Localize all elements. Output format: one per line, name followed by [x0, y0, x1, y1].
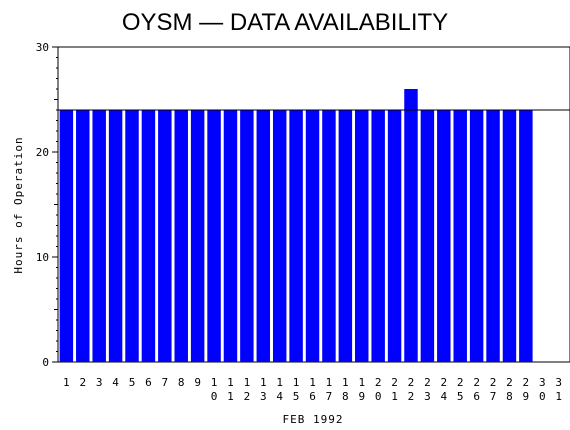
bar-29 [519, 110, 533, 362]
bar-23 [420, 110, 435, 362]
bar-9 [190, 110, 205, 362]
y-axis-label: Hours of Operation [12, 136, 25, 273]
y-tick-label-0: 0 [42, 356, 49, 369]
bar-26 [469, 110, 484, 362]
y-axis: 0 10 20 30 [36, 41, 58, 369]
bar-12 [240, 110, 254, 362]
x-axis-label: FEB 1992 [283, 413, 344, 426]
bar-7 [158, 110, 172, 362]
bar-28 [502, 110, 517, 362]
bar-4 [108, 110, 123, 362]
x-tick-label-7: 7 [162, 376, 169, 389]
x-tick-label-2: 2 [79, 376, 86, 389]
y-tick-label-30: 30 [36, 41, 49, 54]
bar-1 [59, 110, 74, 362]
bar-group [59, 89, 533, 362]
bar-19 [355, 110, 369, 362]
bar-11 [223, 110, 238, 362]
bar-16 [305, 110, 320, 362]
bar-5 [125, 110, 139, 362]
y-tick-label-10: 10 [36, 251, 49, 264]
y-tick-label-20: 20 [36, 146, 49, 159]
chart-title: OYSM — DATA AVAILABILITY [122, 9, 448, 36]
bar-6 [141, 110, 156, 362]
bar-20 [371, 110, 385, 362]
x-axis: 1 2 3 4 5 6 7 8 9 1 01 11 21 31 41 51 61 71 81 92 02 12 22 32 42… [63, 376, 562, 403]
bar-25 [453, 110, 467, 362]
bar-18 [338, 110, 353, 362]
bar-17 [322, 110, 336, 362]
bar-27 [486, 110, 500, 362]
x-tick-label-5: 5 [129, 376, 136, 389]
bar-2 [76, 110, 90, 362]
bar-21 [387, 110, 402, 362]
x-tick-label-6: 6 [145, 376, 152, 389]
bar-14 [272, 110, 287, 362]
bar-22 [404, 89, 418, 362]
bar-13 [256, 110, 271, 362]
x-tick-label-1: 1 [63, 376, 70, 389]
bar-3 [92, 110, 106, 362]
x-tick-label-9: 9 [194, 376, 201, 389]
x-tick-label-3: 3 [96, 376, 103, 389]
x-tick-label-4: 4 [112, 376, 119, 389]
bar-15 [289, 110, 303, 362]
bar-8 [174, 110, 188, 362]
bar-24 [437, 110, 451, 362]
bar-10 [207, 110, 221, 362]
x-tick-label-8: 8 [178, 376, 185, 389]
